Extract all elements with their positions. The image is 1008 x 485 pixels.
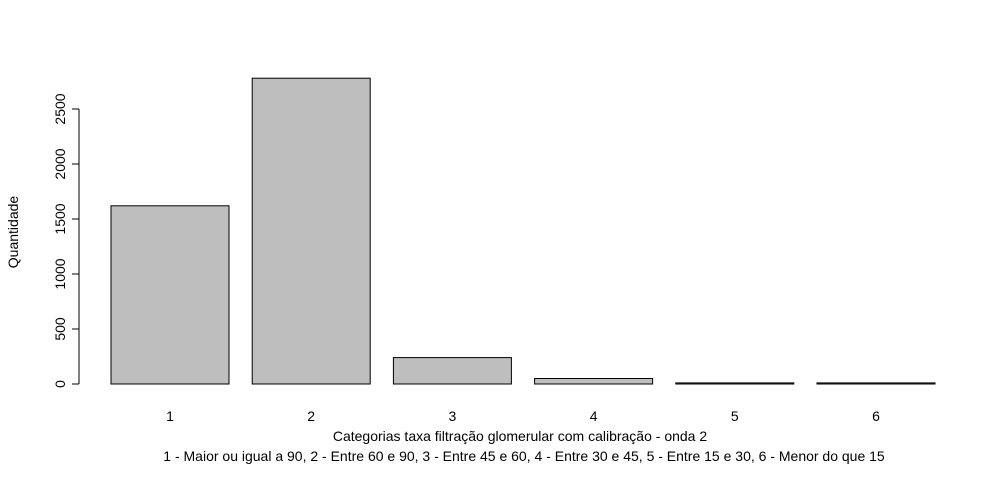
x-tick-label: 1	[166, 408, 174, 424]
x-tick-label: 6	[872, 408, 880, 424]
x-tick-label: 4	[590, 408, 598, 424]
x-axis-category-legend: 1 - Maior ou igual a 90, 2 - Entre 60 e …	[163, 448, 885, 464]
bar-6	[816, 382, 936, 385]
x-tick-label: 3	[449, 408, 457, 424]
x-axis-label: Categorias taxa filtração glomerular com…	[333, 428, 708, 444]
bar-5	[675, 382, 795, 385]
y-tick-label: 500	[52, 317, 68, 341]
x-tick-labels: 1 2 3 4 5 6	[166, 408, 880, 424]
y-tick-label: 1000	[52, 258, 68, 289]
bar-1	[110, 205, 230, 385]
y-axis-label: Quantidade	[5, 196, 21, 269]
y-tick-label: 2000	[52, 148, 68, 179]
x-tick-label: 5	[731, 408, 739, 424]
y-tick-label: 2500	[52, 93, 68, 124]
x-tick-label: 2	[307, 408, 315, 424]
bar-2	[251, 77, 371, 385]
bar-3	[392, 357, 512, 385]
y-tick-label: 0	[52, 380, 68, 388]
y-tick-label: 1500	[52, 203, 68, 234]
bars	[110, 77, 936, 385]
bar-4	[534, 378, 654, 385]
y-axis: 0 500 1000 1500 2000 2500	[52, 93, 80, 388]
